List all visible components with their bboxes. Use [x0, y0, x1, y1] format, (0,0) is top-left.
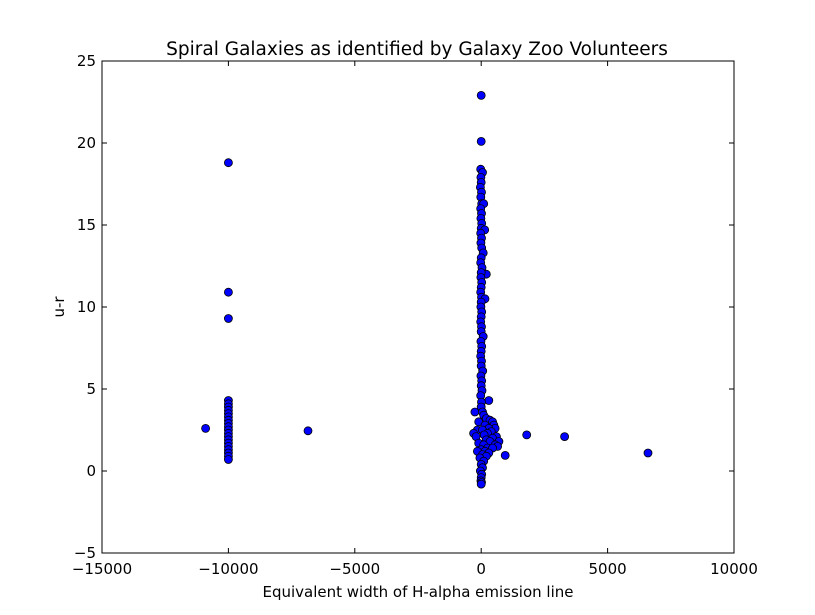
chart-title: Spiral Galaxies as identified by Galaxy … [166, 39, 668, 60]
data-point [223, 158, 233, 168]
x-tick-label: −10000 [198, 560, 258, 578]
y-axis-title: u-r [50, 296, 68, 318]
data-point [476, 136, 486, 146]
y-tick-label: 20 [77, 134, 96, 152]
y-tick-label: 5 [86, 380, 96, 398]
data-point [223, 314, 233, 323]
y-tick-label: 15 [77, 216, 96, 234]
data-point [522, 430, 532, 440]
x-tick-label: 5000 [589, 560, 627, 578]
x-tick-label: 0 [476, 560, 486, 578]
data-point [643, 448, 653, 458]
x-tick-label: −5000 [329, 560, 380, 578]
data-point [470, 407, 480, 417]
y-tick-label: 10 [77, 298, 96, 316]
data-point [303, 426, 313, 436]
data-point [223, 287, 233, 297]
data-point [560, 432, 569, 442]
x-axis-title: Equivalent width of H-alpha emission lin… [262, 583, 573, 601]
y-tick-label: 25 [77, 52, 96, 70]
data-point [484, 396, 494, 405]
x-tick-label: 10000 [710, 560, 758, 578]
x-tick-label: −15000 [72, 560, 132, 578]
data-point [476, 479, 486, 489]
data-point [223, 455, 233, 464]
y-tick-label: −5 [74, 544, 96, 562]
points-layer [201, 91, 653, 489]
data-point [201, 423, 211, 433]
y-tick-label: 0 [86, 462, 96, 480]
data-point [500, 450, 510, 460]
ticks-layer: −15000 −10000 −5000 0 5000 10000 −5 0 5 10 15 20 25 [72, 52, 758, 578]
data-point [476, 91, 486, 100]
plot-area [102, 61, 734, 553]
